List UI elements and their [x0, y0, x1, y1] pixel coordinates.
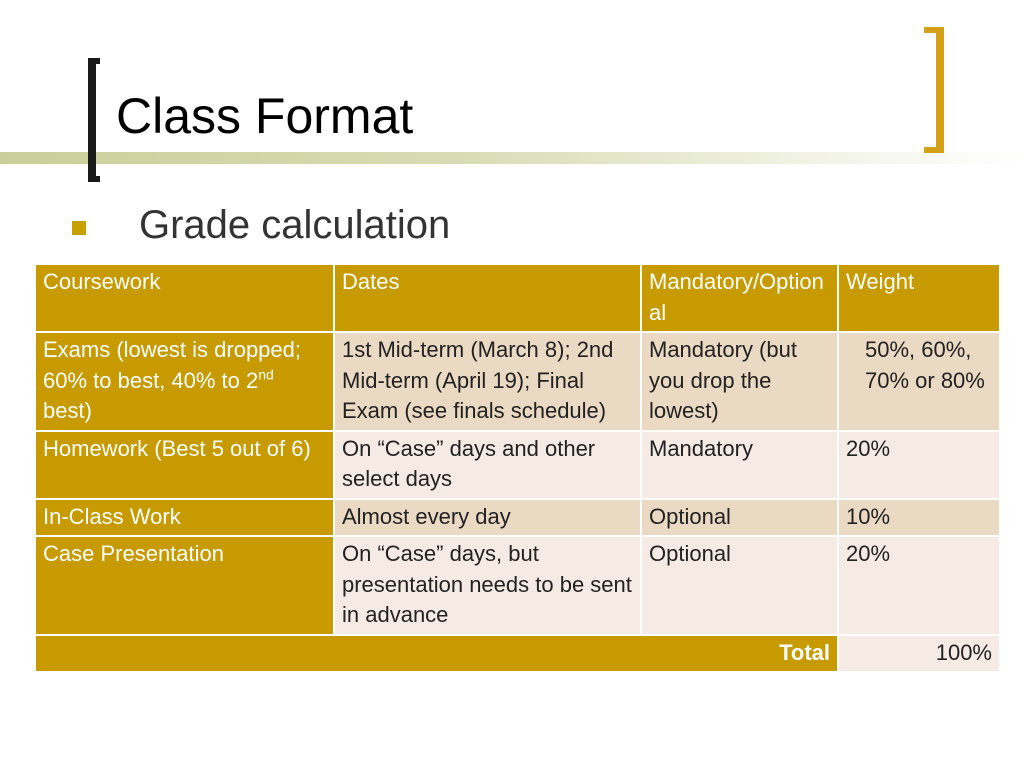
header-weight: Weight — [837, 263, 1001, 333]
mandatory-cell: Optional — [640, 497, 839, 537]
coursework-cell: In-Class Work — [34, 497, 335, 537]
table-row: In-Class Work Almost every day Optional … — [34, 497, 1001, 537]
table-row: Case Presentation On “Case” days, but pr… — [34, 535, 1001, 636]
mandatory-cell: Mandatory (but you drop the lowest) — [640, 331, 839, 432]
header-dates: Dates — [333, 263, 642, 333]
header-mandatory-optional-label: Mandatory/Optional — [649, 269, 824, 325]
coursework-cell: Exams (lowest is dropped; 60% to best, 4… — [34, 331, 335, 432]
dates-cell: 1st Mid-term (March 8); 2nd Mid-term (Ap… — [333, 331, 642, 432]
weight-cell: 10% — [837, 497, 1001, 537]
mandatory-cell: Optional — [640, 535, 839, 636]
dates-cell: Almost every day — [333, 497, 642, 537]
dates-cell: On “Case” days and other select days — [333, 429, 642, 500]
square-bullet-icon — [72, 221, 86, 235]
coursework-text-tail: best) — [43, 398, 92, 423]
table-row: Homework (Best 5 out of 6) On “Case” day… — [34, 429, 1001, 500]
title-accent-line — [0, 152, 1024, 164]
total-value: 100% — [837, 633, 1001, 673]
table-total-row: Total 100% — [34, 633, 1001, 673]
bullet-text: Grade calculation — [139, 203, 451, 247]
table-header-row: Coursework Dates Mandatory/Optional Weig… — [34, 263, 1001, 333]
coursework-cell: Case Presentation — [34, 535, 335, 636]
weight-cell: 50%, 60%, 70% or 80% — [837, 331, 1001, 432]
grade-table: Coursework Dates Mandatory/Optional Weig… — [34, 263, 1001, 673]
header-mandatory-optional: Mandatory/Optional — [640, 263, 839, 333]
left-bracket-decoration — [88, 58, 100, 182]
bullet-item: Grade calculation — [72, 200, 772, 252]
total-label: Total — [34, 633, 839, 673]
table-row: Exams (lowest is dropped; 60% to best, 4… — [34, 331, 1001, 432]
coursework-cell: Homework (Best 5 out of 6) — [34, 429, 335, 500]
dates-cell: On “Case” days, but presentation needs t… — [333, 535, 642, 636]
header-coursework: Coursework — [34, 263, 335, 333]
weight-cell: 20% — [837, 429, 1001, 500]
mandatory-cell: Mandatory — [640, 429, 839, 500]
coursework-text: Exams (lowest is dropped; 60% to best, 4… — [43, 337, 301, 393]
slide-title: Class Format — [116, 88, 414, 144]
right-bracket-decoration — [924, 27, 944, 153]
weight-cell: 20% — [837, 535, 1001, 636]
coursework-superscript: nd — [258, 366, 274, 383]
